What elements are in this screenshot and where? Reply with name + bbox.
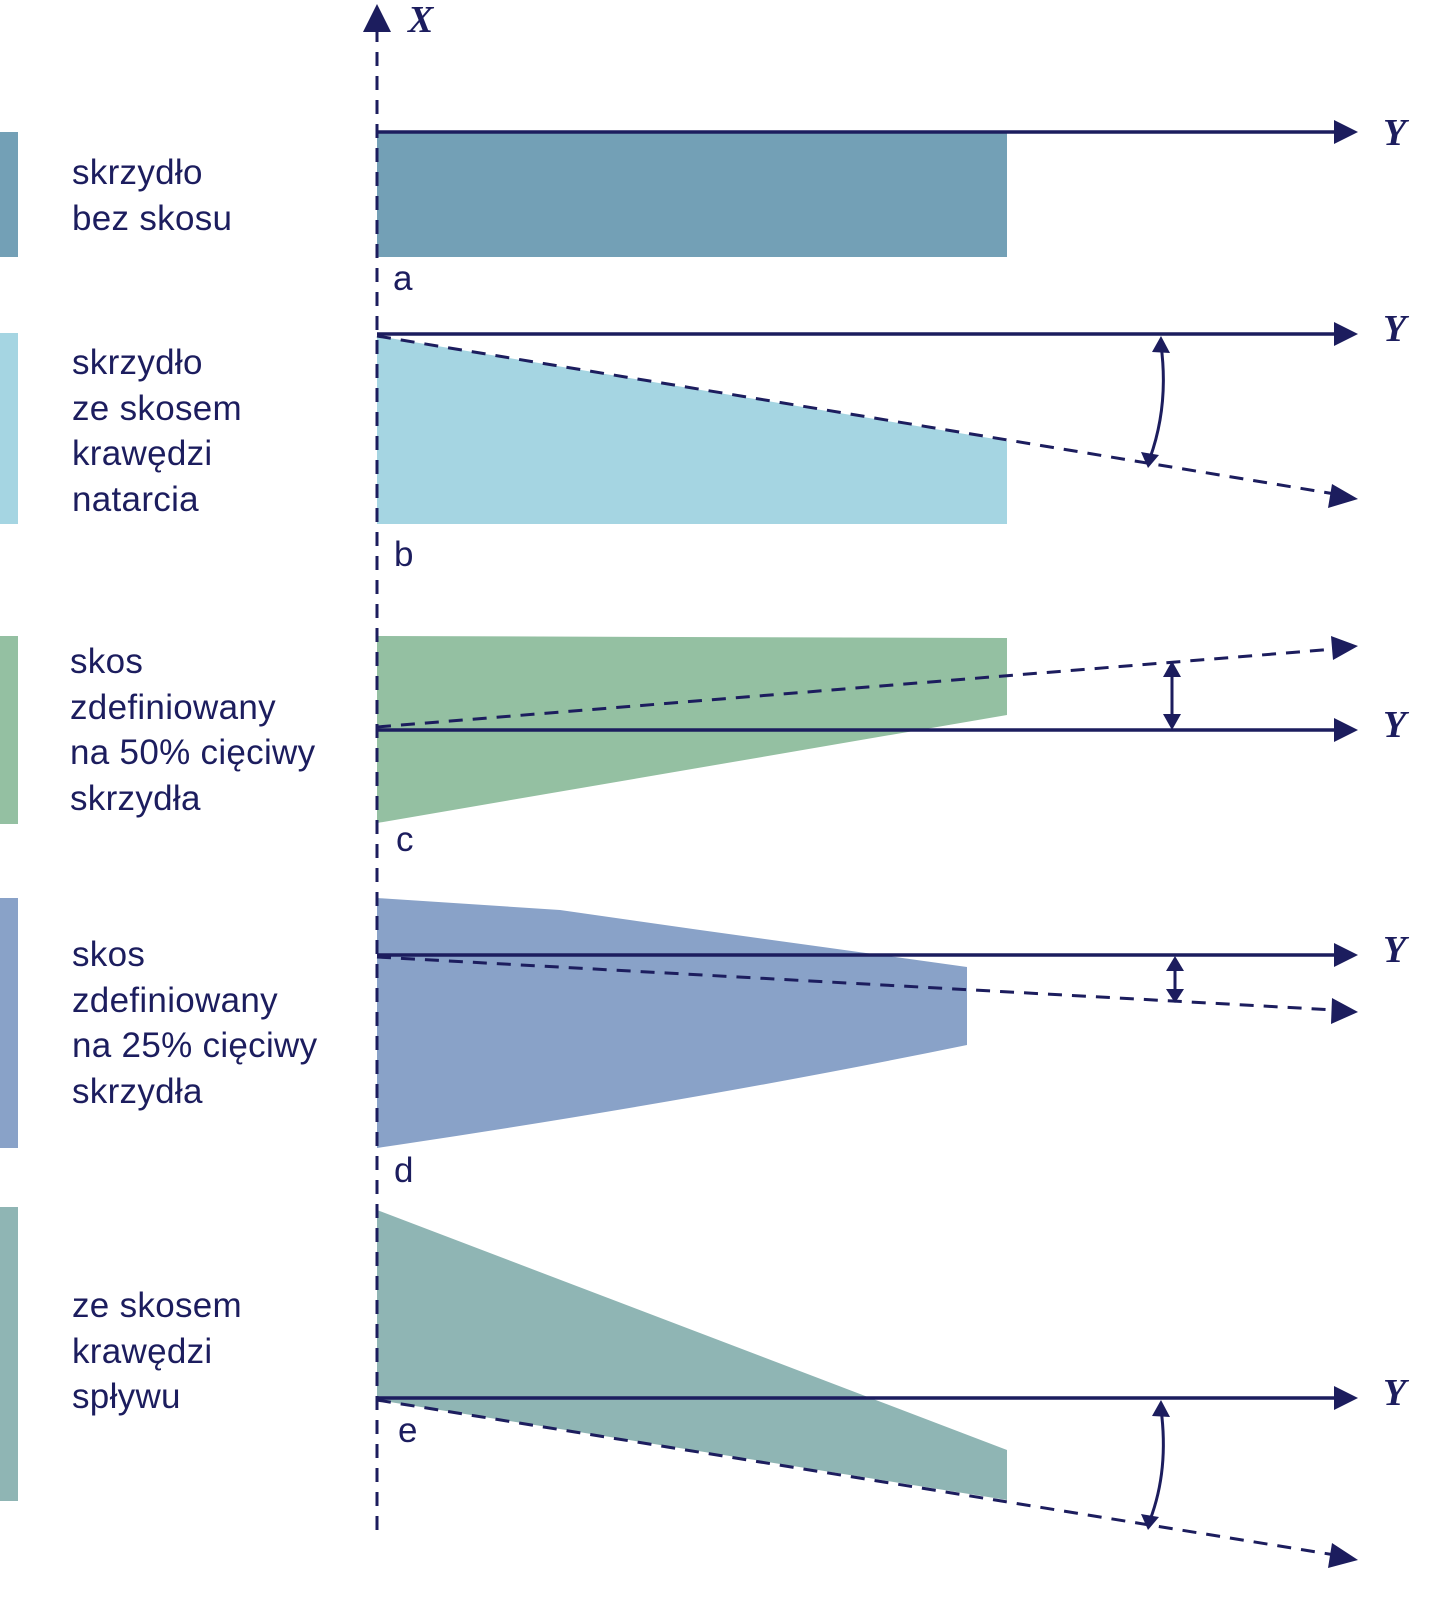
panel-letter-e: e [398,1411,417,1450]
y-axis-label-b: Y [1383,308,1410,350]
swept-axis-arrow-e-icon [1328,1543,1358,1568]
sweep-angle-arrow-e2-icon [1141,1514,1159,1530]
swept-axis-arrow-b-icon [1328,484,1358,508]
swept-axis-e [376,1398,1336,1557]
y-axis-arrow-d-icon [1334,943,1358,967]
wing-shape-a [377,132,1007,257]
swept-axis-arrow-c-icon [1331,636,1358,660]
sweep-angle-arrow-e1-icon [1152,1400,1170,1417]
wing-shape-e [377,1210,1007,1500]
sweep-angle-arrow-b2-icon [1141,452,1159,468]
sweep-angle-arc-b [1148,344,1165,459]
y-axis-label-c: Y [1383,704,1410,746]
y-axis-arrow-e-icon [1334,1386,1358,1410]
swatch-a [0,132,18,257]
swept-axis-arrow-d-icon [1331,998,1358,1024]
wing-shape-d [377,898,967,1148]
label-b: skrzydło ze skosem krawędzi natarcia [72,343,242,519]
y-axis-label-d: Y [1383,929,1410,971]
swept-axis-b [376,334,1336,496]
x-axis-label: X [407,0,435,41]
label-c: skos zdefiniowany na 50% cięciwy skrzydł… [70,642,316,818]
x-axis-arrow-icon [363,4,391,32]
swatch-b [0,333,18,524]
swatch-c [0,636,18,824]
label-d: skos zdefiniowany na 25% cięciwy skrzydł… [72,935,318,1111]
y-axis-label-e: Y [1383,1372,1410,1414]
y-axis-arrow-c-icon [1334,718,1358,742]
y-axis-label-a: Y [1383,112,1410,154]
y-axis-arrow-b-icon [1334,322,1358,346]
sweep-angle-arrow-c2-icon [1163,714,1181,730]
label-a: skrzydło bez skosu [72,153,233,238]
sweep-angle-arrow-b1-icon [1152,336,1170,353]
sweep-angle-arrow-d1-icon [1166,956,1184,971]
panel-letter-a: a [393,259,413,298]
swatch-e [0,1207,18,1501]
wing-shape-b [377,336,1007,524]
sweep-angle-arrow-c1-icon [1163,661,1181,677]
panel-letter-d: d [394,1151,413,1190]
swept-axis-c [376,647,1336,729]
sweep-angle-arrow-d2-icon [1166,989,1184,1003]
y-axis-arrow-a-icon [1334,120,1358,144]
label-e: ze skosem krawędzi spływu [72,1286,242,1416]
sweep-angle-arc-e [1148,1408,1165,1521]
panel-letter-c: c [396,820,414,859]
swatch-d [0,898,18,1148]
panel-letter-b: b [394,535,413,574]
